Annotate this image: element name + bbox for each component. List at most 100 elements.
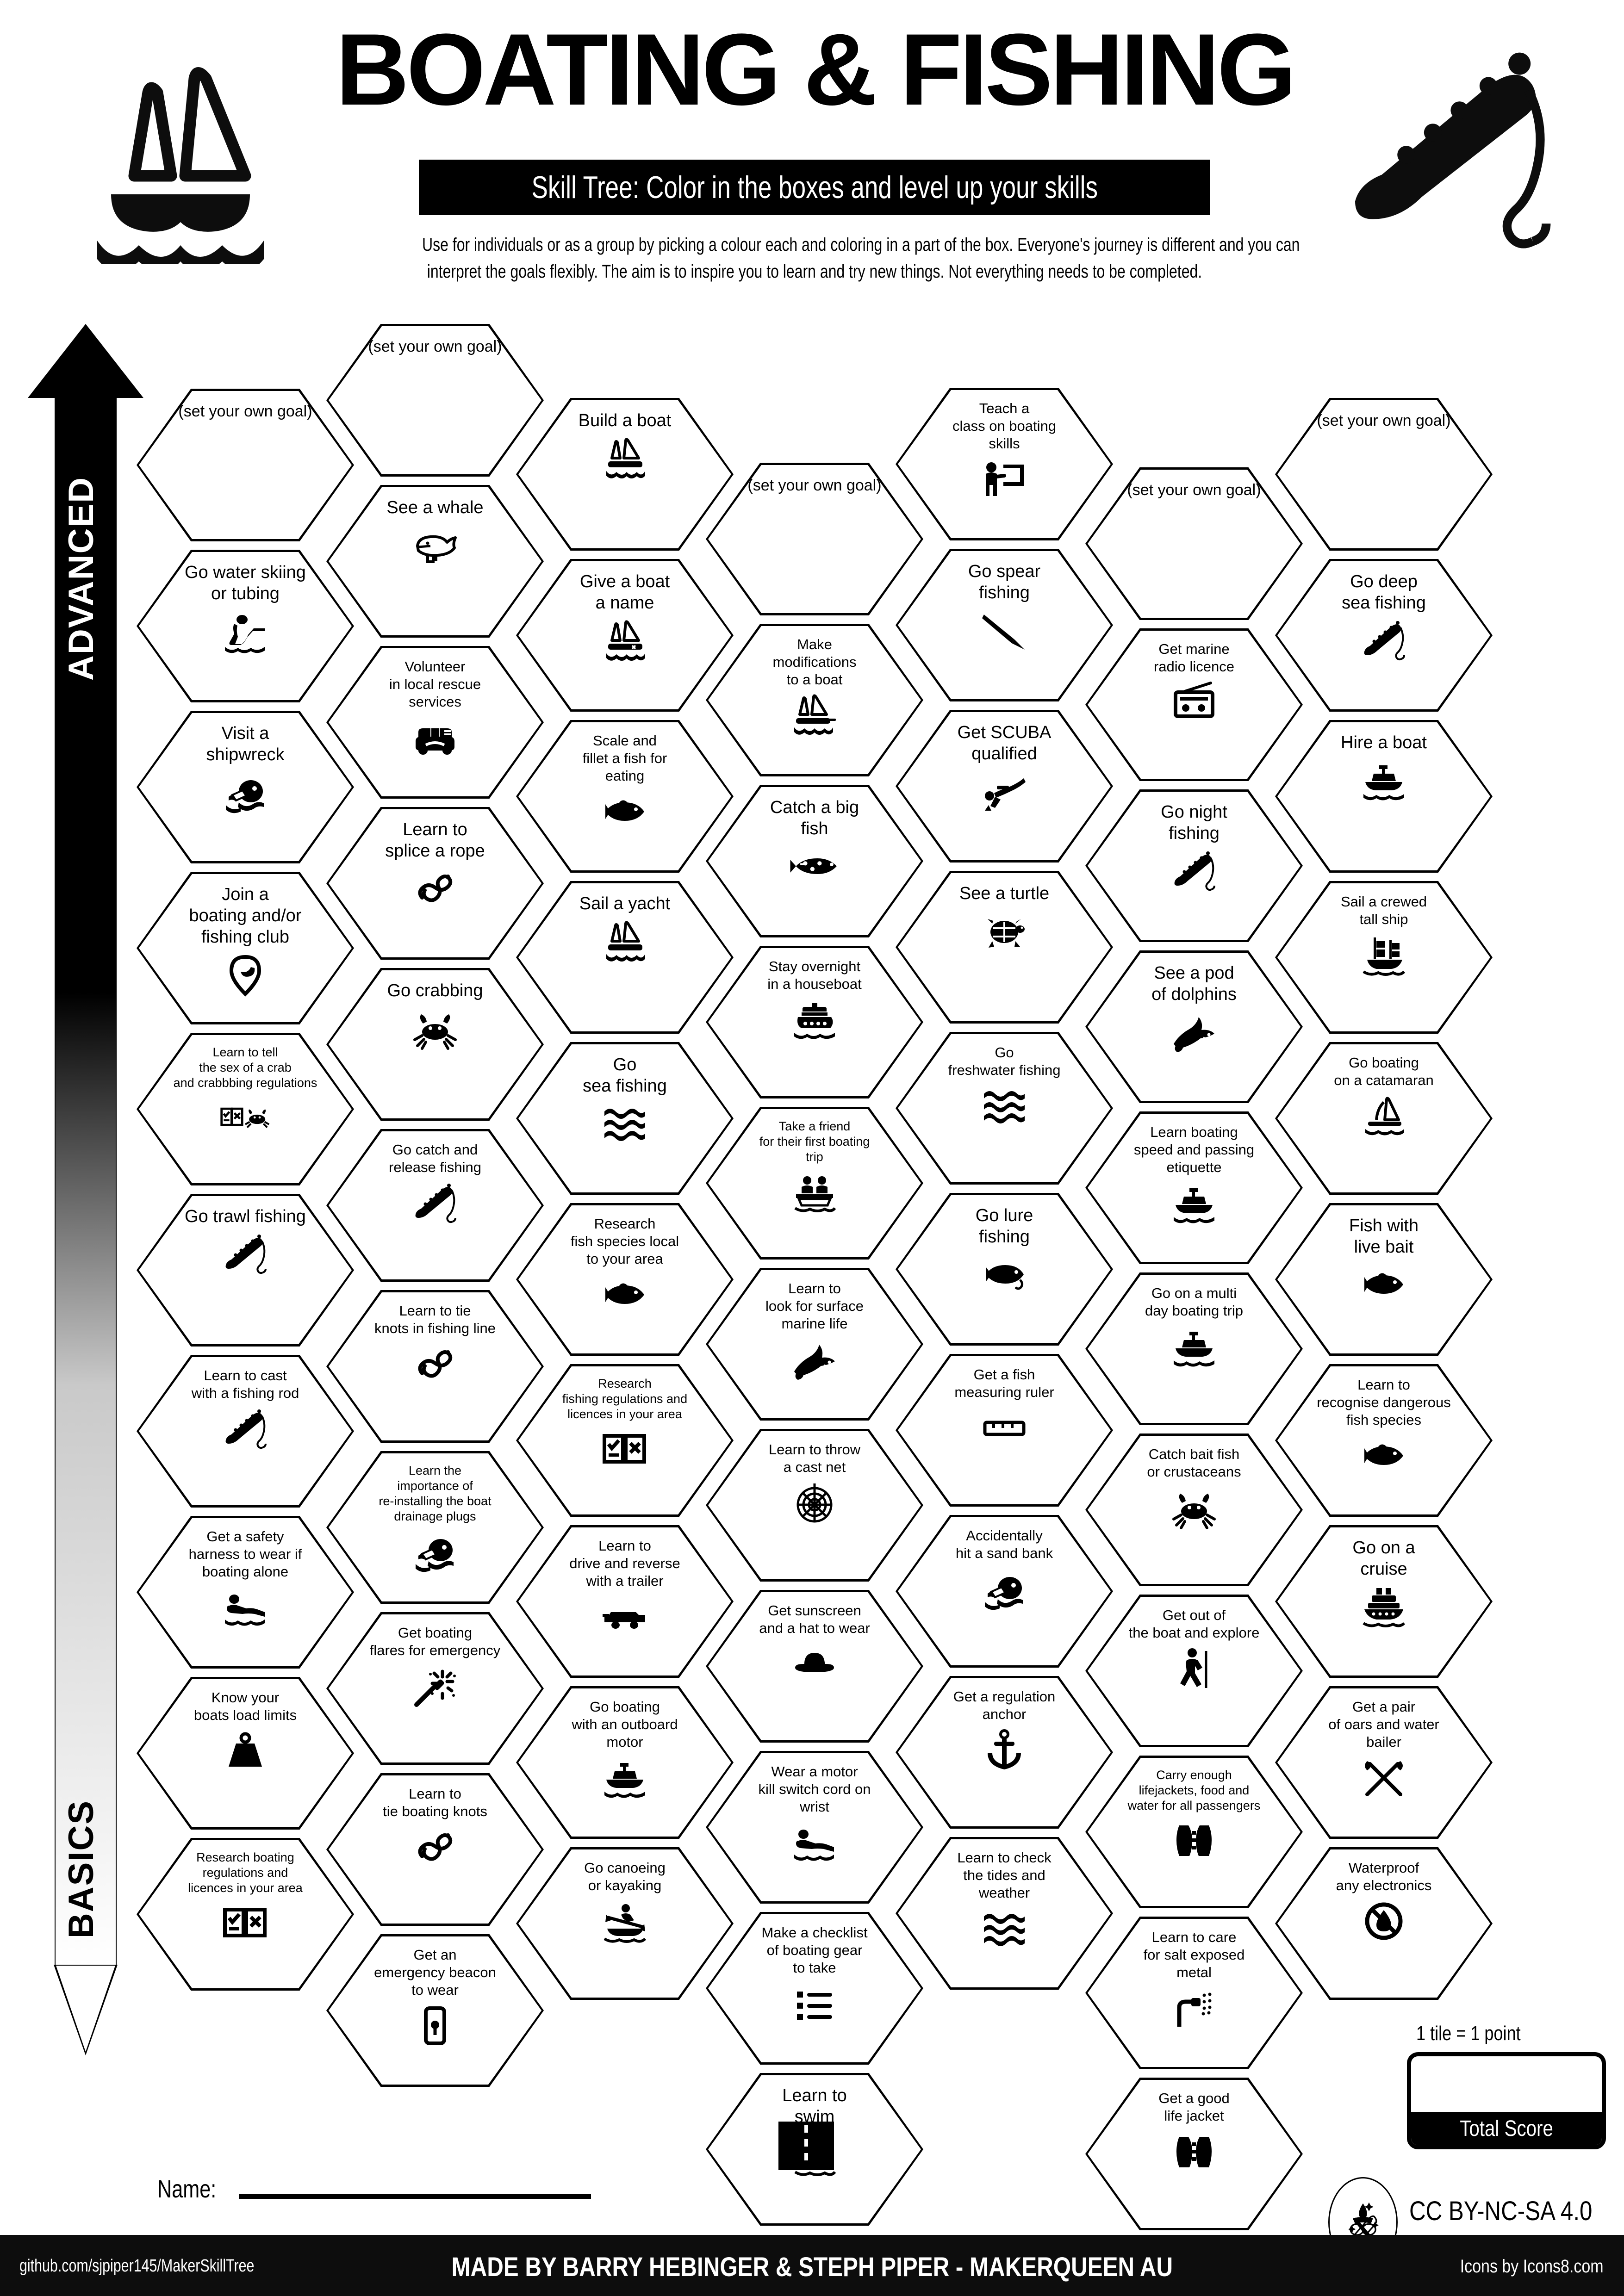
skill-tile-label: Go on a multi day boating trip	[1145, 1285, 1243, 1319]
skill-tile[interactable]: Know your boats load limits	[137, 1677, 354, 1830]
skill-tile[interactable]: Go canoeing or kayaking	[516, 1847, 734, 2000]
skill-tile[interactable]: Get a regulation anchor	[896, 1676, 1113, 1829]
skill-tile[interactable]: Fish with live bait	[1275, 1203, 1493, 1356]
skill-tile[interactable]: Go freshwater fishing	[896, 1032, 1113, 1185]
skill-tile[interactable]: Go lure fishing	[896, 1193, 1113, 1346]
skill-tile-label: Learn to throw a cast net	[768, 1441, 861, 1475]
name-field-row[interactable]: Name:	[157, 2175, 591, 2203]
skill-tile[interactable]: Research fishing regulations and licence…	[516, 1364, 734, 1517]
skill-tile[interactable]: Go crabbing	[326, 968, 544, 1121]
hexagon-fill[interactable]	[1088, 2080, 1300, 2228]
skill-tile[interactable]: Go boating with an outboard motor	[516, 1686, 734, 1839]
skill-tile[interactable]: Go catch and release fishing	[326, 1129, 544, 1282]
skill-tile[interactable]: Get sunscreen and a hat to wear	[706, 1590, 923, 1743]
skill-tile[interactable]: (set your own goal)	[1275, 398, 1493, 551]
name-input-line[interactable]	[239, 2194, 591, 2199]
skill-tile[interactable]: Learn to tell the sex of a crab and crab…	[137, 1033, 354, 1185]
skill-tile[interactable]: Get a pair of oars and water bailer	[1275, 1686, 1493, 1839]
skill-tile[interactable]: Go sea fishing	[516, 1042, 734, 1195]
skill-tile[interactable]: Join a boating and/or fishing club	[137, 872, 354, 1024]
hexagon-fill[interactable]	[1277, 883, 1490, 1031]
skill-tile[interactable]: Learn to recognise dangerous fish specie…	[1275, 1364, 1493, 1517]
skill-tile[interactable]: Learn to tie knots in fishing line	[326, 1290, 544, 1443]
skill-tile[interactable]: Get a safety harness to wear if boating …	[137, 1516, 354, 1669]
skill-tile[interactable]: Carry enough lifejackets, food and water…	[1085, 1756, 1303, 1908]
skill-tile-label: Make a checklist of boating gear to take	[761, 1924, 868, 1976]
skill-tile[interactable]: Catch a big fish	[706, 785, 923, 937]
skill-tile[interactable]: Sail a yacht	[516, 881, 734, 1034]
fish-icon	[600, 788, 650, 835]
skill-tile[interactable]: Learn to care for salt exposed metal	[1085, 1917, 1303, 2069]
skill-tile[interactable]: Go deep sea fishing	[1275, 559, 1493, 712]
checklist-icon	[790, 1980, 840, 2027]
hexagon-fill[interactable]	[139, 552, 352, 700]
skill-tile[interactable]: See a turtle	[896, 871, 1113, 1024]
skill-tile[interactable]: Get an emergency beacon to wear	[326, 1934, 544, 2087]
hexagon-fill[interactable]	[1088, 631, 1300, 779]
skill-tile[interactable]: Learn to cast with a fishing rod	[137, 1355, 354, 1508]
skill-tile[interactable]: Go on a multi day boating trip	[1085, 1272, 1303, 1425]
skill-tile[interactable]: Volunteer in local rescue services	[326, 646, 544, 799]
hexagon-fill[interactable]	[1277, 722, 1490, 870]
skill-tile[interactable]: Get marine radio licence	[1085, 628, 1303, 781]
skill-tile[interactable]: Give a boat a name	[516, 559, 734, 712]
hexagon-fill[interactable]	[1277, 1366, 1490, 1514]
skill-tile[interactable]: Learn to drive and reverse with a traile…	[516, 1525, 734, 1678]
skill-tile-label: Volunteer in local rescue services	[389, 658, 481, 710]
skill-tile[interactable]: Learn to splice a rope	[326, 807, 544, 960]
waves-icon	[600, 1100, 650, 1147]
skill-tile[interactable]: Get a good life jacket	[1085, 2078, 1303, 2230]
skill-tile[interactable]: Make a checklist of boating gear to take	[706, 1912, 923, 2065]
skill-tile[interactable]: Waterproof any electronics	[1275, 1847, 1493, 2000]
skill-tile[interactable]: Go spear fishing	[896, 549, 1113, 701]
skill-tile[interactable]: Go night fishing	[1085, 789, 1303, 942]
hexagon-fill[interactable]	[329, 1936, 541, 2085]
skill-tile[interactable]: Stay overnight in a houseboat	[706, 946, 923, 1098]
skill-tile[interactable]: Research boating regulations and licence…	[137, 1838, 354, 1991]
skill-tile[interactable]: Go boating on a catamaran	[1275, 1042, 1493, 1195]
skill-tile[interactable]: (set your own goal)	[1085, 467, 1303, 620]
skill-tile[interactable]: Wear a motor kill switch cord on wrist	[706, 1751, 923, 1904]
skill-tile[interactable]: Visit a shipwreck	[137, 711, 354, 863]
skill-tile[interactable]: Get a fish measuring ruler	[896, 1354, 1113, 1507]
skill-tile[interactable]: Learn the importance of re-installing th…	[326, 1451, 544, 1604]
skill-tile[interactable]: Get boating flares for emergency	[326, 1612, 544, 1765]
skill-tile-body: Build a boat	[516, 398, 734, 551]
skill-tile[interactable]: Hire a boat	[1275, 720, 1493, 873]
hexagon-fill[interactable]	[708, 1914, 921, 2062]
skill-tile[interactable]: Take a friend for their first boating tr…	[706, 1107, 923, 1260]
footer-repo-link[interactable]: github.com/sjpiper145/MakerSkillTree	[19, 2256, 255, 2276]
skill-tile[interactable]: See a pod of dolphins	[1085, 950, 1303, 1103]
skill-tile[interactable]: Build a boat	[516, 398, 734, 551]
hexagon-fill[interactable]	[1277, 1688, 1490, 1837]
skill-tile-body: Take a friend for their first boating tr…	[706, 1107, 923, 1260]
skill-tile[interactable]: Get SCUBA qualified	[896, 710, 1113, 863]
hexagon-fill[interactable]	[1277, 400, 1490, 548]
skill-tile[interactable]: Learn to tie boating knots	[326, 1773, 544, 1926]
hexagon-fill[interactable]	[1088, 1919, 1300, 2067]
skill-tile[interactable]: Get out of the boat and explore	[1085, 1595, 1303, 1747]
skill-tile[interactable]: Teach a class on boating skills	[896, 388, 1113, 540]
hexagon-fill[interactable]	[1088, 470, 1300, 618]
skill-tile[interactable]: (set your own goal)	[137, 389, 354, 541]
skill-tile[interactable]: (set your own goal)	[326, 324, 544, 477]
skill-tile[interactable]: Go water skiing or tubing	[137, 550, 354, 702]
beacon-icon	[410, 2003, 460, 2049]
skill-tile[interactable]: Go trawl fishing	[137, 1194, 354, 1347]
skill-tile[interactable]: Research fish species local to your area	[516, 1203, 734, 1356]
skill-tile[interactable]: Learn to look for surface marine life	[706, 1268, 923, 1421]
skill-tile[interactable]: See a whale	[326, 485, 544, 638]
skill-tile[interactable]: Make modifications to a boat	[706, 624, 923, 776]
skill-tile[interactable]: Learn boating speed and passing etiquett…	[1085, 1111, 1303, 1264]
skill-tile[interactable]: (set your own goal)	[706, 463, 923, 615]
skill-tile-body: Get a safety harness to wear if boating …	[137, 1516, 354, 1669]
total-score-box[interactable]: Total Score	[1407, 2052, 1606, 2149]
skill-tile[interactable]: Learn to throw a cast net	[706, 1429, 923, 1582]
skill-tile[interactable]: Scale and fillet a fish for eating	[516, 720, 734, 873]
hexagon-fill[interactable]	[1088, 1114, 1300, 1262]
skill-tile[interactable]: Learn to check the tides and weather	[896, 1837, 1113, 1990]
skill-tile[interactable]: Accidentally hit a sand bank	[896, 1515, 1113, 1668]
skill-tile[interactable]: Catch bait fish or crustaceans	[1085, 1433, 1303, 1586]
skill-tile[interactable]: Sail a crewed tall ship	[1275, 881, 1493, 1034]
skill-tile[interactable]: Go on a cruise	[1275, 1525, 1493, 1678]
